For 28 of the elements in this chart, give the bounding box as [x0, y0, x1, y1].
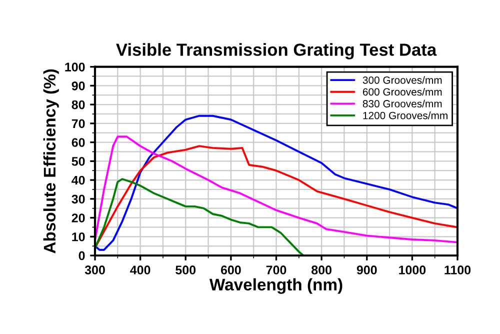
- y-tick-label: 70: [72, 119, 85, 128]
- y-tick-label: 20: [72, 214, 85, 222]
- y-axis-title: Absolute Efficiency (%): [43, 69, 59, 254]
- legend-label: 1200 Grooves/mm: [363, 112, 448, 120]
- legend-label: 830 Grooves/mm: [362, 100, 442, 108]
- x-tick-label: 1100: [444, 266, 471, 274]
- x-tick-label: 1000: [399, 266, 426, 274]
- x-tick-label: 400: [130, 266, 150, 274]
- y-tick-label: 90: [72, 81, 85, 90]
- y-tick-label: 80: [72, 100, 85, 110]
- y-tick-label: 50: [72, 156, 85, 166]
- x-tick-label: 700: [266, 266, 286, 274]
- y-tick-label: 10: [72, 232, 85, 242]
- y-tick-label: 30: [72, 194, 85, 204]
- x-axis-title: Wavelength (nm): [209, 278, 342, 294]
- y-tick-label: 100: [65, 62, 85, 72]
- y-tick-label: 0: [78, 251, 85, 260]
- y-tick-label: 60: [72, 138, 85, 147]
- x-tick-label: 300: [84, 266, 105, 274]
- legend-label: 300 Grooves/mm: [362, 76, 442, 84]
- x-tick-label: 800: [312, 266, 332, 274]
- legend-label: 600 Grooves/mm: [362, 88, 442, 96]
- x-tick-label: 500: [176, 266, 196, 274]
- y-tick-label: 40: [72, 176, 85, 185]
- line-series: [95, 178, 304, 256]
- x-tick-label: 600: [220, 266, 241, 274]
- chart-title: Visible Transmission Grating Test Data: [116, 43, 437, 60]
- x-tick-label: 900: [356, 266, 377, 274]
